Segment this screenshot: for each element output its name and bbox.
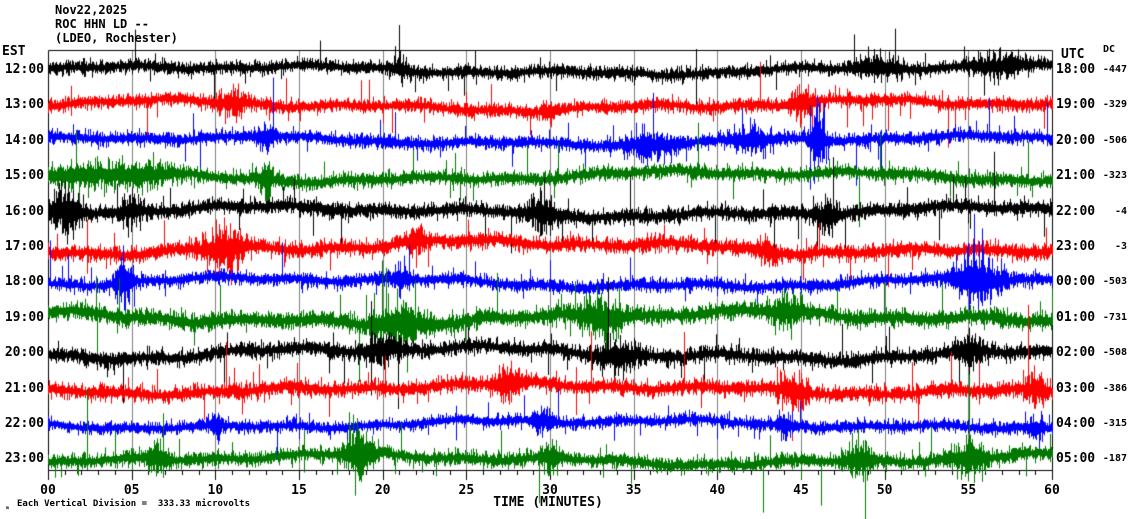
dc-offset-value: -329 [1102, 99, 1127, 111]
left-axis-header-est: EST [2, 44, 26, 59]
x-tick-label: 45 [793, 483, 809, 498]
x-tick-label: 05 [123, 483, 140, 498]
dc-offset-value: -315 [1102, 418, 1127, 429]
x-tick-label: 25 [458, 483, 475, 498]
dc-offset-value: -323 [1102, 170, 1127, 182]
utc-time-label: 19:00 [1056, 97, 1096, 113]
dc-offset-value: -503 [1102, 276, 1127, 288]
x-tick-label: 40 [709, 483, 726, 498]
x-axis-title: TIME (MINUTES) [493, 495, 603, 510]
watermark-glyph: ₘ [5, 502, 10, 511]
utc-time-label: 04:00 [1056, 416, 1096, 431]
dc-offset-value: -447 [1102, 64, 1127, 75]
x-tick-label: 15 [291, 483, 307, 498]
dc-offset-value: -187 [1102, 453, 1127, 465]
utc-time-label: 03:00 [1056, 380, 1096, 396]
title-station: ROC HHN LD -- [55, 17, 149, 31]
x-tick-label: 20 [374, 483, 391, 498]
utc-time-label: 01:00 [1056, 309, 1096, 325]
est-time-label: 15:00 [4, 168, 44, 184]
dc-offset-header: DC [1103, 44, 1116, 55]
x-tick-label: 30 [542, 483, 558, 498]
dc-offset-value: -506 [1102, 134, 1127, 146]
est-time-label: 20:00 [4, 345, 44, 361]
x-tick-label: 55 [960, 483, 977, 498]
est-time-label: 17:00 [4, 239, 44, 254]
right-axis-header-utc: UTC [1061, 47, 1085, 62]
est-time-label: 18:00 [4, 274, 44, 290]
dc-offset-value: -3 [1114, 241, 1127, 252]
utc-time-label: 00:00 [1056, 274, 1096, 290]
vertical-division-note: Each Vertical Division = 333.33 microvol… [17, 499, 250, 509]
utc-time-label: 02:00 [1056, 345, 1096, 361]
est-time-label: 12:00 [4, 62, 44, 77]
est-time-label: 22:00 [4, 416, 44, 431]
dc-offset-value: -508 [1102, 347, 1127, 359]
utc-time-label: 22:00 [1056, 203, 1096, 219]
est-time-label: 19:00 [4, 309, 44, 325]
x-tick-label: 35 [625, 483, 642, 498]
est-time-label: 16:00 [4, 203, 44, 219]
dc-offset-value: -386 [1102, 382, 1127, 394]
utc-time-label: 05:00 [1056, 451, 1096, 467]
title-date: Nov22,2025 [55, 3, 128, 17]
dc-offset-value: -731 [1102, 311, 1127, 323]
est-time-label: 14:00 [4, 132, 44, 148]
utc-time-label: 20:00 [1056, 132, 1096, 148]
x-tick-label: 60 [1044, 483, 1060, 498]
x-tick-label: 10 [207, 483, 224, 498]
utc-time-label: 23:00 [1056, 239, 1096, 254]
est-time-label: 13:00 [4, 97, 44, 113]
dc-offset-value: -4 [1114, 205, 1127, 217]
x-tick-label: 00 [40, 483, 56, 498]
est-time-label: 23:00 [4, 451, 44, 467]
utc-time-label: 18:00 [1056, 62, 1096, 77]
utc-time-label: 21:00 [1056, 168, 1096, 184]
title-network: (LDEO, Rochester) [55, 31, 178, 45]
est-time-label: 21:00 [4, 380, 44, 396]
x-tick-label: 50 [876, 483, 893, 498]
